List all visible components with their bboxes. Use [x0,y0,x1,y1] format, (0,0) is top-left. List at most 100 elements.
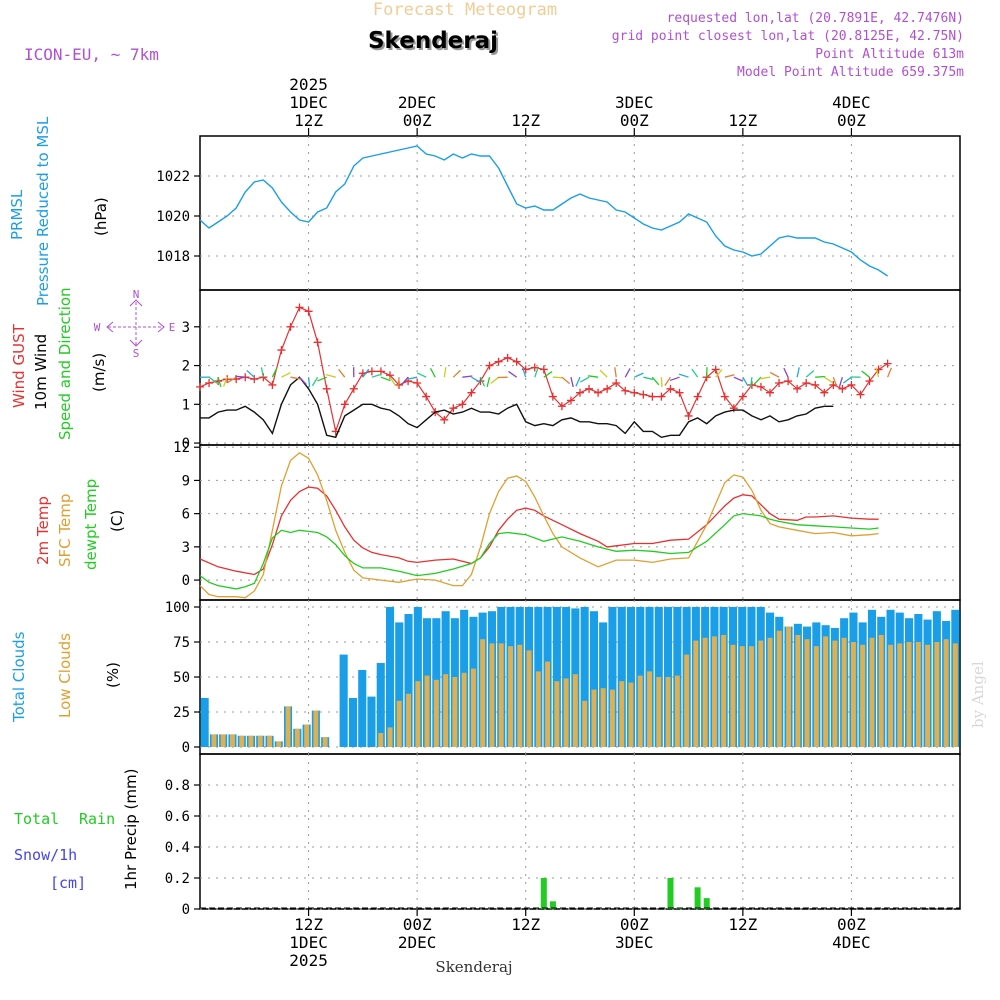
wind-dir-label: Speed and Direction [56,287,74,440]
gust-marker [494,357,503,366]
gust-marker [684,411,693,420]
gust-marker [367,367,376,376]
wind-direction-arrow [624,368,631,378]
total-cloud-bar [367,696,376,747]
x-tick-label-bottom: 12Z [511,915,540,934]
wind-direction-arrow [227,376,237,384]
x-tick-label-top: 3DEC [615,93,654,112]
low-cloud-bar [572,674,578,747]
wind-direction-arrow [651,376,660,386]
low-cloud-bar [220,734,226,747]
low-cloud-bar [730,644,736,747]
wind-10m-label: 10m Wind [32,334,50,410]
app-title: Forecast Meteogram [373,0,557,20]
wind-direction-arrow [486,377,491,388]
low-cloud-bar [498,643,504,747]
axis-layer: 1018102010220123036912025507510000.20.40… [156,75,870,970]
low-cloud-bar [211,734,217,747]
gust-marker [295,303,304,312]
low-cloud-bar [545,661,550,747]
gust-marker [268,380,277,389]
total-clouds-label: Total Clouds [10,631,28,723]
y-tick-label: 0.2 [165,871,190,887]
pressure-unit: (hPa) [92,197,110,236]
y-tick-label: 75 [173,635,190,651]
low-cloud-bar [489,643,495,747]
gust-marker [693,392,702,401]
y-tick-label: 12 [173,440,190,456]
total-cloud-bar [580,607,589,747]
wind-direction-arrow [407,376,418,380]
gust-marker [793,384,802,393]
wind-direction-arrow [750,377,753,388]
y-tick-label: 0.6 [165,809,190,825]
temp-dewpt-label: dewpt Temp [82,479,100,570]
total-cloud-bar [339,654,348,747]
wind-direction-arrow [575,376,581,387]
x-tick-label-top: 2025 [289,75,328,94]
gust-marker [304,307,313,316]
precip-snow-label: Snow/1h [14,846,77,864]
total-cloud-bar [552,607,561,747]
wind-direction-arrow [208,376,218,384]
compass-n: N [133,288,140,301]
low-cloud-bar [304,724,310,747]
low-cloud-bar [415,681,421,747]
precip-panel [199,753,961,910]
low-cloud-bar [600,688,606,747]
wind-direction-arrow [552,376,563,379]
wind-10m-line [200,376,834,439]
data-layer [196,145,960,910]
wind-direction-arrow [861,370,870,378]
wind-direction-arrow [660,377,663,388]
wind-gust-label: Wind GUST [10,323,28,408]
gust-marker [277,346,286,355]
wind-direction-arrow [832,376,838,387]
precip-total-label: Total [14,810,59,828]
wind-direction-arrow [769,371,780,378]
low-cloud-bar [721,635,727,747]
gust-marker [648,392,657,401]
wind-direction-arrow [561,376,570,385]
low-cloud-bar [702,637,708,747]
low-cloud-bar [526,650,532,747]
gust-marker [340,400,349,409]
low-cloud-bar [804,639,810,747]
gust-marker [485,361,494,370]
wind-direction-arrow [380,376,391,382]
gust-marker [566,396,575,405]
low-cloud-bar [424,675,430,747]
y-tick-label: 0 [182,436,190,452]
wind-direction-arrow [753,376,762,385]
wind-direction-arrow [715,369,723,378]
wind-direction-arrow [217,377,222,387]
gust-marker [883,359,892,368]
low-cloud-bar [656,677,662,747]
temp-dewpt-line [199,512,879,590]
gust-marker [286,322,295,331]
wind-direction-arrow [235,375,246,378]
x-tick-label-top: 12Z [294,111,323,130]
low-cloud-bar [684,654,690,747]
low-cloud-bar [934,642,940,747]
compass-s: S [133,347,140,360]
gust-marker [811,380,820,389]
wind-direction-arrow [325,373,336,378]
wind-direction-arrow [823,376,834,384]
wind-direction-arrow [462,375,473,378]
wind-direction-arrow [570,377,574,388]
low-cloud-bar [563,678,569,747]
y-tick-label: 3 [182,320,190,336]
precip-cm-label: [cm] [50,874,86,892]
total-cloud-bar [358,670,367,747]
total-cloud-bar [395,622,404,747]
requested-coords: requested lon,lat (20.7891E, 42.7476N) [667,11,964,26]
gust-marker [639,390,648,399]
x-tick-label-top: 00Z [620,111,649,130]
low-cloud-bar [925,644,930,747]
low-cloud-bar [582,700,588,747]
x-tick-label-bottom: 4DEC [832,933,871,952]
gust-marker [729,404,738,413]
wind-direction-arrow [290,376,301,380]
y-tick-label: 25 [173,705,190,721]
